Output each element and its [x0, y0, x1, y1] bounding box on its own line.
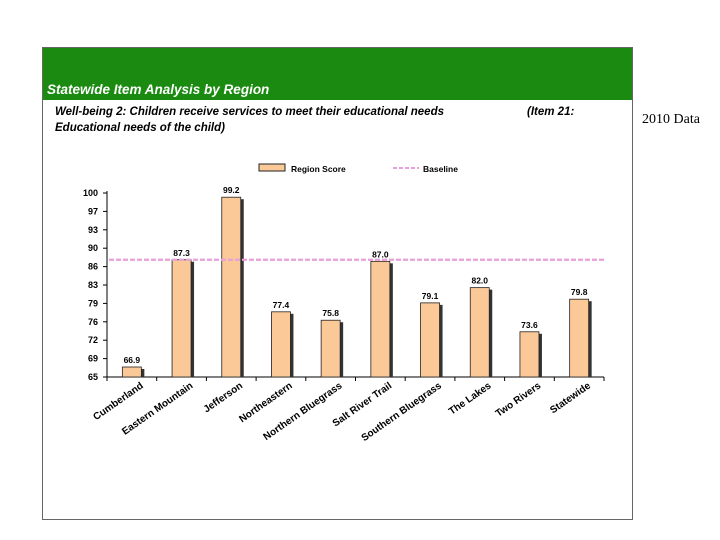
category-label-group: Southern Bluegrass — [360, 380, 445, 444]
chart-subtitle-line2: Educational needs of the child) — [55, 122, 225, 134]
bar-salt-river-trail — [370, 260, 391, 378]
y-tick-label: 86 — [88, 262, 98, 272]
data-label: 99.2 — [223, 185, 240, 195]
legend: Region Score Baseline — [258, 163, 458, 174]
legend-swatch-region-score — [258, 163, 286, 172]
category-label-group: Jefferson — [202, 380, 245, 415]
category-label: Southern Bluegrass — [360, 380, 445, 444]
y-tick-label: 72 — [88, 335, 98, 345]
bar-jefferson — [221, 196, 242, 378]
bar-southern-bluegrass — [420, 302, 440, 378]
data-label: 87.0 — [372, 249, 389, 259]
y-tick-label: 79 — [88, 298, 98, 308]
bar-the-lakes — [469, 287, 490, 378]
y-tick-label: 69 — [88, 354, 98, 364]
bar-two-rivers — [519, 331, 540, 378]
category-label: Two Rivers — [494, 380, 544, 419]
data-label: 73.6 — [521, 320, 538, 330]
category-label-line: Southern Bluegrass — [360, 380, 445, 444]
chart-panel: Statewide Item Analysis by Region Well-b… — [42, 47, 633, 520]
category-label: The Lakes — [447, 380, 494, 417]
bar-chart: Region Score Baseline 65 69 72 76 79 83 86 90 93 97… — [83, 163, 605, 444]
bar-northern-bluegrass — [320, 319, 341, 378]
data-label: 79.8 — [571, 287, 588, 297]
chart-subtitle-item: (Item 21: — [527, 106, 575, 118]
category-label-group: Statewide — [548, 380, 593, 416]
data-label: 75.8 — [322, 308, 339, 318]
category-label: Jefferson — [202, 380, 245, 415]
data-label: 87.3 — [173, 248, 190, 258]
side-note: 2010 Data — [642, 112, 700, 127]
y-tick-label: 93 — [88, 225, 98, 235]
header-bar: Statewide Item Analysis by Region — [43, 48, 632, 100]
data-label: 66.9 — [124, 355, 141, 365]
category-label-group: The Lakes — [447, 380, 494, 417]
category-label-line: Two Rivers — [494, 380, 544, 419]
bar-northeastern — [271, 311, 291, 378]
y-tick-label: 76 — [88, 317, 98, 327]
chart-subtitle-line1: Well-being 2: Children receive services … — [55, 106, 445, 118]
data-label: 79.1 — [422, 291, 439, 301]
y-tick-label: 65 — [88, 372, 98, 382]
legend-label-baseline: Baseline — [423, 164, 458, 174]
category-label-group: Two Rivers — [494, 380, 544, 419]
bar-eastern-mountain — [171, 259, 192, 378]
y-tick-label: 83 — [88, 280, 98, 290]
bar-statewide — [569, 298, 590, 378]
bar-cumberland — [121, 366, 142, 378]
y-tick-label: 90 — [88, 243, 98, 253]
data-label: 77.4 — [273, 300, 290, 310]
legend-label-region-score: Region Score — [291, 164, 346, 174]
category-label-line: The Lakes — [447, 380, 494, 417]
category-label: Statewide — [548, 380, 593, 416]
page-title: Statewide Item Analysis by Region — [47, 82, 270, 97]
data-label: 82.0 — [471, 276, 488, 286]
y-tick-label: 100 — [83, 188, 98, 198]
y-tick-label: 97 — [88, 206, 98, 216]
